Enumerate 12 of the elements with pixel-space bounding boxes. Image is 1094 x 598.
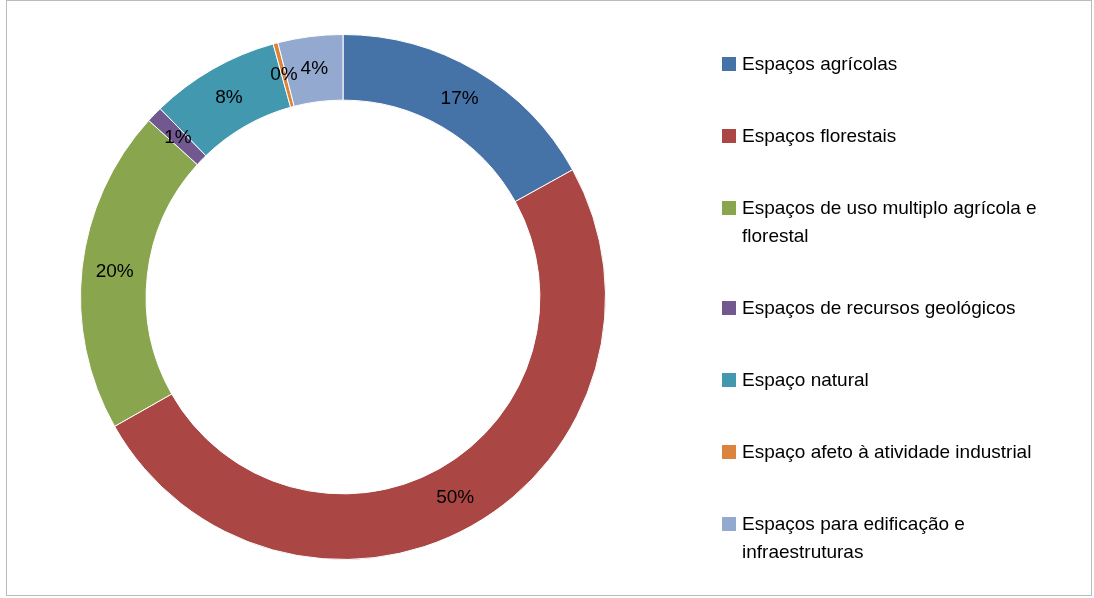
data-label: 8% [215,85,243,107]
data-label: 50% [436,485,475,507]
legend-label: Espaço afeto à atividade industrial [742,440,1032,464]
legend-label: Espaço natural [742,368,869,392]
data-label: 4% [300,57,329,79]
data-label: 17% [440,87,479,109]
legend-label: Espaços agrícolas [742,52,898,76]
legend-label: Espaços de recursos geológicos [742,296,1016,320]
legend-label: Espaços de uso multiplo agrícola e florestal [742,196,1038,248]
legend-label: Espaços para edificação e infraestruturas [742,512,966,564]
legend-label: Espaços florestais [742,124,897,148]
data-label: 20% [95,259,134,281]
